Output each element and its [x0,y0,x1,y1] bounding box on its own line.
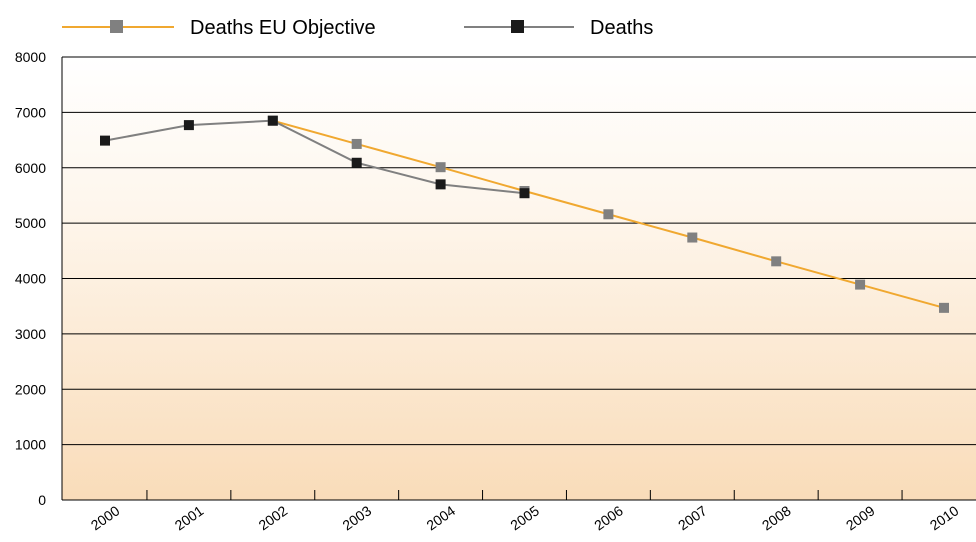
y-tick-label: 7000 [15,104,46,120]
y-tick-label: 8000 [15,49,46,65]
y-tick-label: 0 [38,492,46,508]
y-tick-label: 6000 [15,160,46,176]
data-point [435,179,446,190]
data-point [687,232,698,243]
data-point [183,120,194,131]
data-point [267,115,278,126]
x-tick-label: 2005 [507,502,542,533]
x-tick-label: 2004 [423,502,458,533]
legend-label-deaths: Deaths [590,17,653,39]
data-point [351,157,362,168]
legend-item-eu-objective: Deaths EU Objective [62,17,376,39]
legend-label-eu-objective: Deaths EU Objective [190,17,376,39]
x-tick-label: 2001 [172,502,207,533]
legend: Deaths EU Objective Deaths [62,17,653,39]
data-point [351,138,362,149]
x-tick-label: 2010 [927,502,962,533]
series-line-1 [104,119,525,195]
data-point [603,209,614,220]
x-tick-label: 2003 [339,502,374,533]
y-tick-label: 2000 [15,381,46,397]
x-tick-label: 2002 [256,502,291,533]
y-tick-label: 5000 [15,215,46,231]
data-point [435,162,446,173]
y-tick-label: 4000 [15,271,46,287]
legend-swatch-marker [110,20,123,33]
data-point [855,279,866,290]
x-tick-label: 2009 [843,502,878,533]
legend-item-deaths: Deaths [464,17,653,39]
y-tick-label: 3000 [15,326,46,342]
data-point [939,302,949,313]
x-tick-label: 2008 [759,502,794,533]
x-tick-label: 2000 [88,502,123,533]
legend-swatch-marker [511,20,524,33]
data-point [771,256,782,267]
plot-area: 0 1000 2000 3000 4000 5000 6000 7000 8000 2000 200… [15,49,976,533]
y-tick-label: 1000 [15,437,46,453]
data-point [519,188,530,199]
x-tick-label: 2006 [591,502,626,533]
x-tick-label: 2007 [675,502,710,533]
data-point [100,135,110,146]
